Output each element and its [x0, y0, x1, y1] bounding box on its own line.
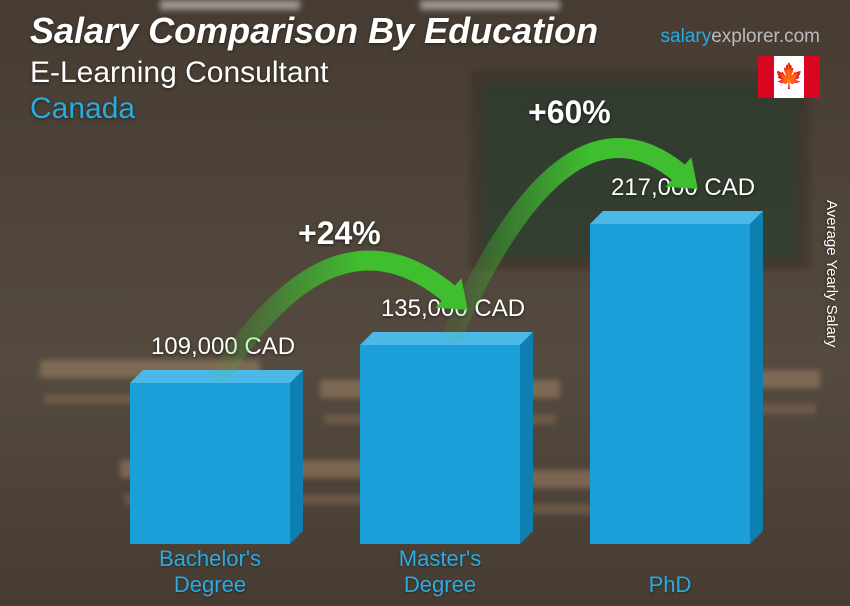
increase-percent-label: +60% [528, 94, 611, 131]
increase-percent-label: +24% [298, 215, 381, 252]
brand-dotcom: .com [779, 26, 820, 47]
bar-category-label: PhD [570, 572, 770, 598]
brand-main: salary [661, 26, 712, 47]
bar-category-label: Bachelor'sDegree [110, 546, 310, 598]
bar-category-label: Master'sDegree [340, 546, 540, 598]
bar-chart: 109,000 CADBachelor'sDegree135,000 CADMa… [0, 86, 850, 606]
brand-explorer: explorer [711, 26, 779, 47]
brand-logo: salaryexplorer.com [661, 26, 820, 48]
bar-side [750, 211, 763, 544]
chart-title: Salary Comparison By Education [30, 10, 598, 52]
